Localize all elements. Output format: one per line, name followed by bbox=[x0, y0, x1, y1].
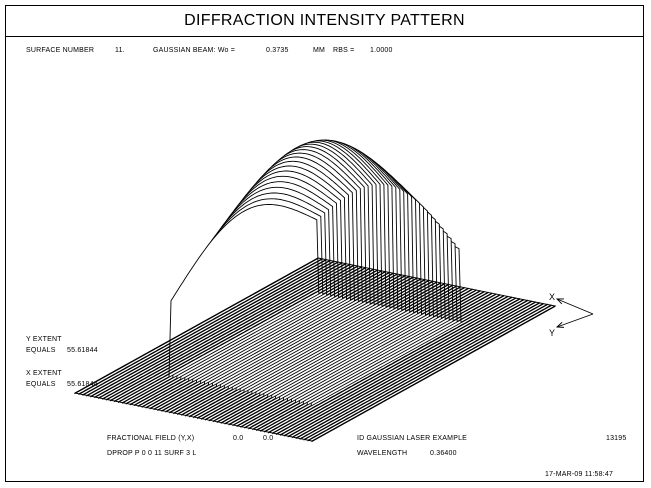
surface-slice-55 bbox=[94, 261, 339, 399]
gaussian-beam-unit: MM bbox=[313, 47, 326, 54]
wavelength-label: WAVELENGTH bbox=[357, 450, 408, 457]
y-extent-value: 55.61844 bbox=[67, 347, 98, 354]
surface-slice-5 bbox=[291, 301, 536, 439]
x-extent-value: 55.61844 bbox=[67, 381, 98, 388]
surface-number-label: SURFACE NUMBER bbox=[26, 47, 95, 54]
gaussian-beam-value: 0.3735 bbox=[266, 47, 289, 54]
surface-slice-57 bbox=[86, 259, 331, 397]
page-title: DIFFRACTION INTENSITY PATTERN bbox=[6, 6, 643, 37]
plot-frame: DIFFRACTION INTENSITY PATTERN bbox=[5, 5, 644, 482]
surface-slice-11 bbox=[268, 296, 512, 434]
rbs-label: RBS = bbox=[333, 47, 355, 54]
rbs-value: 1.0000 bbox=[370, 47, 393, 54]
surface-slice-3 bbox=[299, 302, 544, 440]
surface-slice-53 bbox=[102, 262, 347, 400]
x-axis-label: X bbox=[549, 292, 555, 302]
fractional-field-y: 0.0 bbox=[233, 435, 244, 442]
surface-slice-56 bbox=[90, 260, 335, 398]
surface-slice-58 bbox=[82, 258, 327, 396]
surface-slice-52 bbox=[106, 263, 351, 401]
x-extent-label: X EXTENT bbox=[26, 370, 62, 377]
wavelength-value: 0.36400 bbox=[430, 450, 457, 457]
surface-slice-10 bbox=[272, 297, 516, 435]
surface-number-value: 11. bbox=[115, 47, 125, 54]
timestamp: 17-MAR-09 11:58:47 bbox=[545, 471, 614, 478]
example-label: ID GAUSSIAN LASER EXAMPLE bbox=[357, 435, 468, 442]
floor-outline bbox=[73, 257, 557, 442]
y-axis-arrow bbox=[556, 313, 594, 328]
x-extent-equals: EQUALS bbox=[26, 381, 56, 388]
surface-slice-51 bbox=[110, 264, 355, 402]
dprop-label: DPROP P 0 0 11 SURF 3 L bbox=[107, 450, 197, 457]
surface-slice-8 bbox=[279, 298, 524, 436]
y-axis-arrow-head bbox=[555, 321, 565, 328]
x-axis-arrow-head bbox=[555, 298, 565, 305]
example-number: 13195 bbox=[606, 435, 627, 442]
surface-slice-54 bbox=[98, 262, 343, 400]
surface-slice-7 bbox=[283, 299, 528, 437]
surface-slice-4 bbox=[295, 302, 540, 440]
fractional-field-x: 0.0 bbox=[263, 435, 274, 442]
x-axis-arrow bbox=[556, 298, 594, 315]
fractional-field-label: FRACTIONAL FIELD (Y,X) bbox=[107, 435, 195, 442]
surface-slice-49 bbox=[117, 266, 362, 404]
surface-slice-1 bbox=[307, 304, 552, 442]
surface-slice-50 bbox=[114, 265, 358, 403]
y-extent-label: Y EXTENT bbox=[26, 336, 62, 343]
gaussian-beam-label: GAUSSIAN BEAM: Wo = bbox=[153, 47, 236, 54]
surface-slice-2 bbox=[303, 303, 548, 441]
surface-slice-59 bbox=[78, 258, 323, 396]
surface-slice-9 bbox=[275, 298, 520, 436]
surface-slice-6 bbox=[287, 300, 532, 438]
y-axis-label: Y bbox=[549, 328, 555, 338]
y-extent-equals: EQUALS bbox=[26, 347, 56, 354]
